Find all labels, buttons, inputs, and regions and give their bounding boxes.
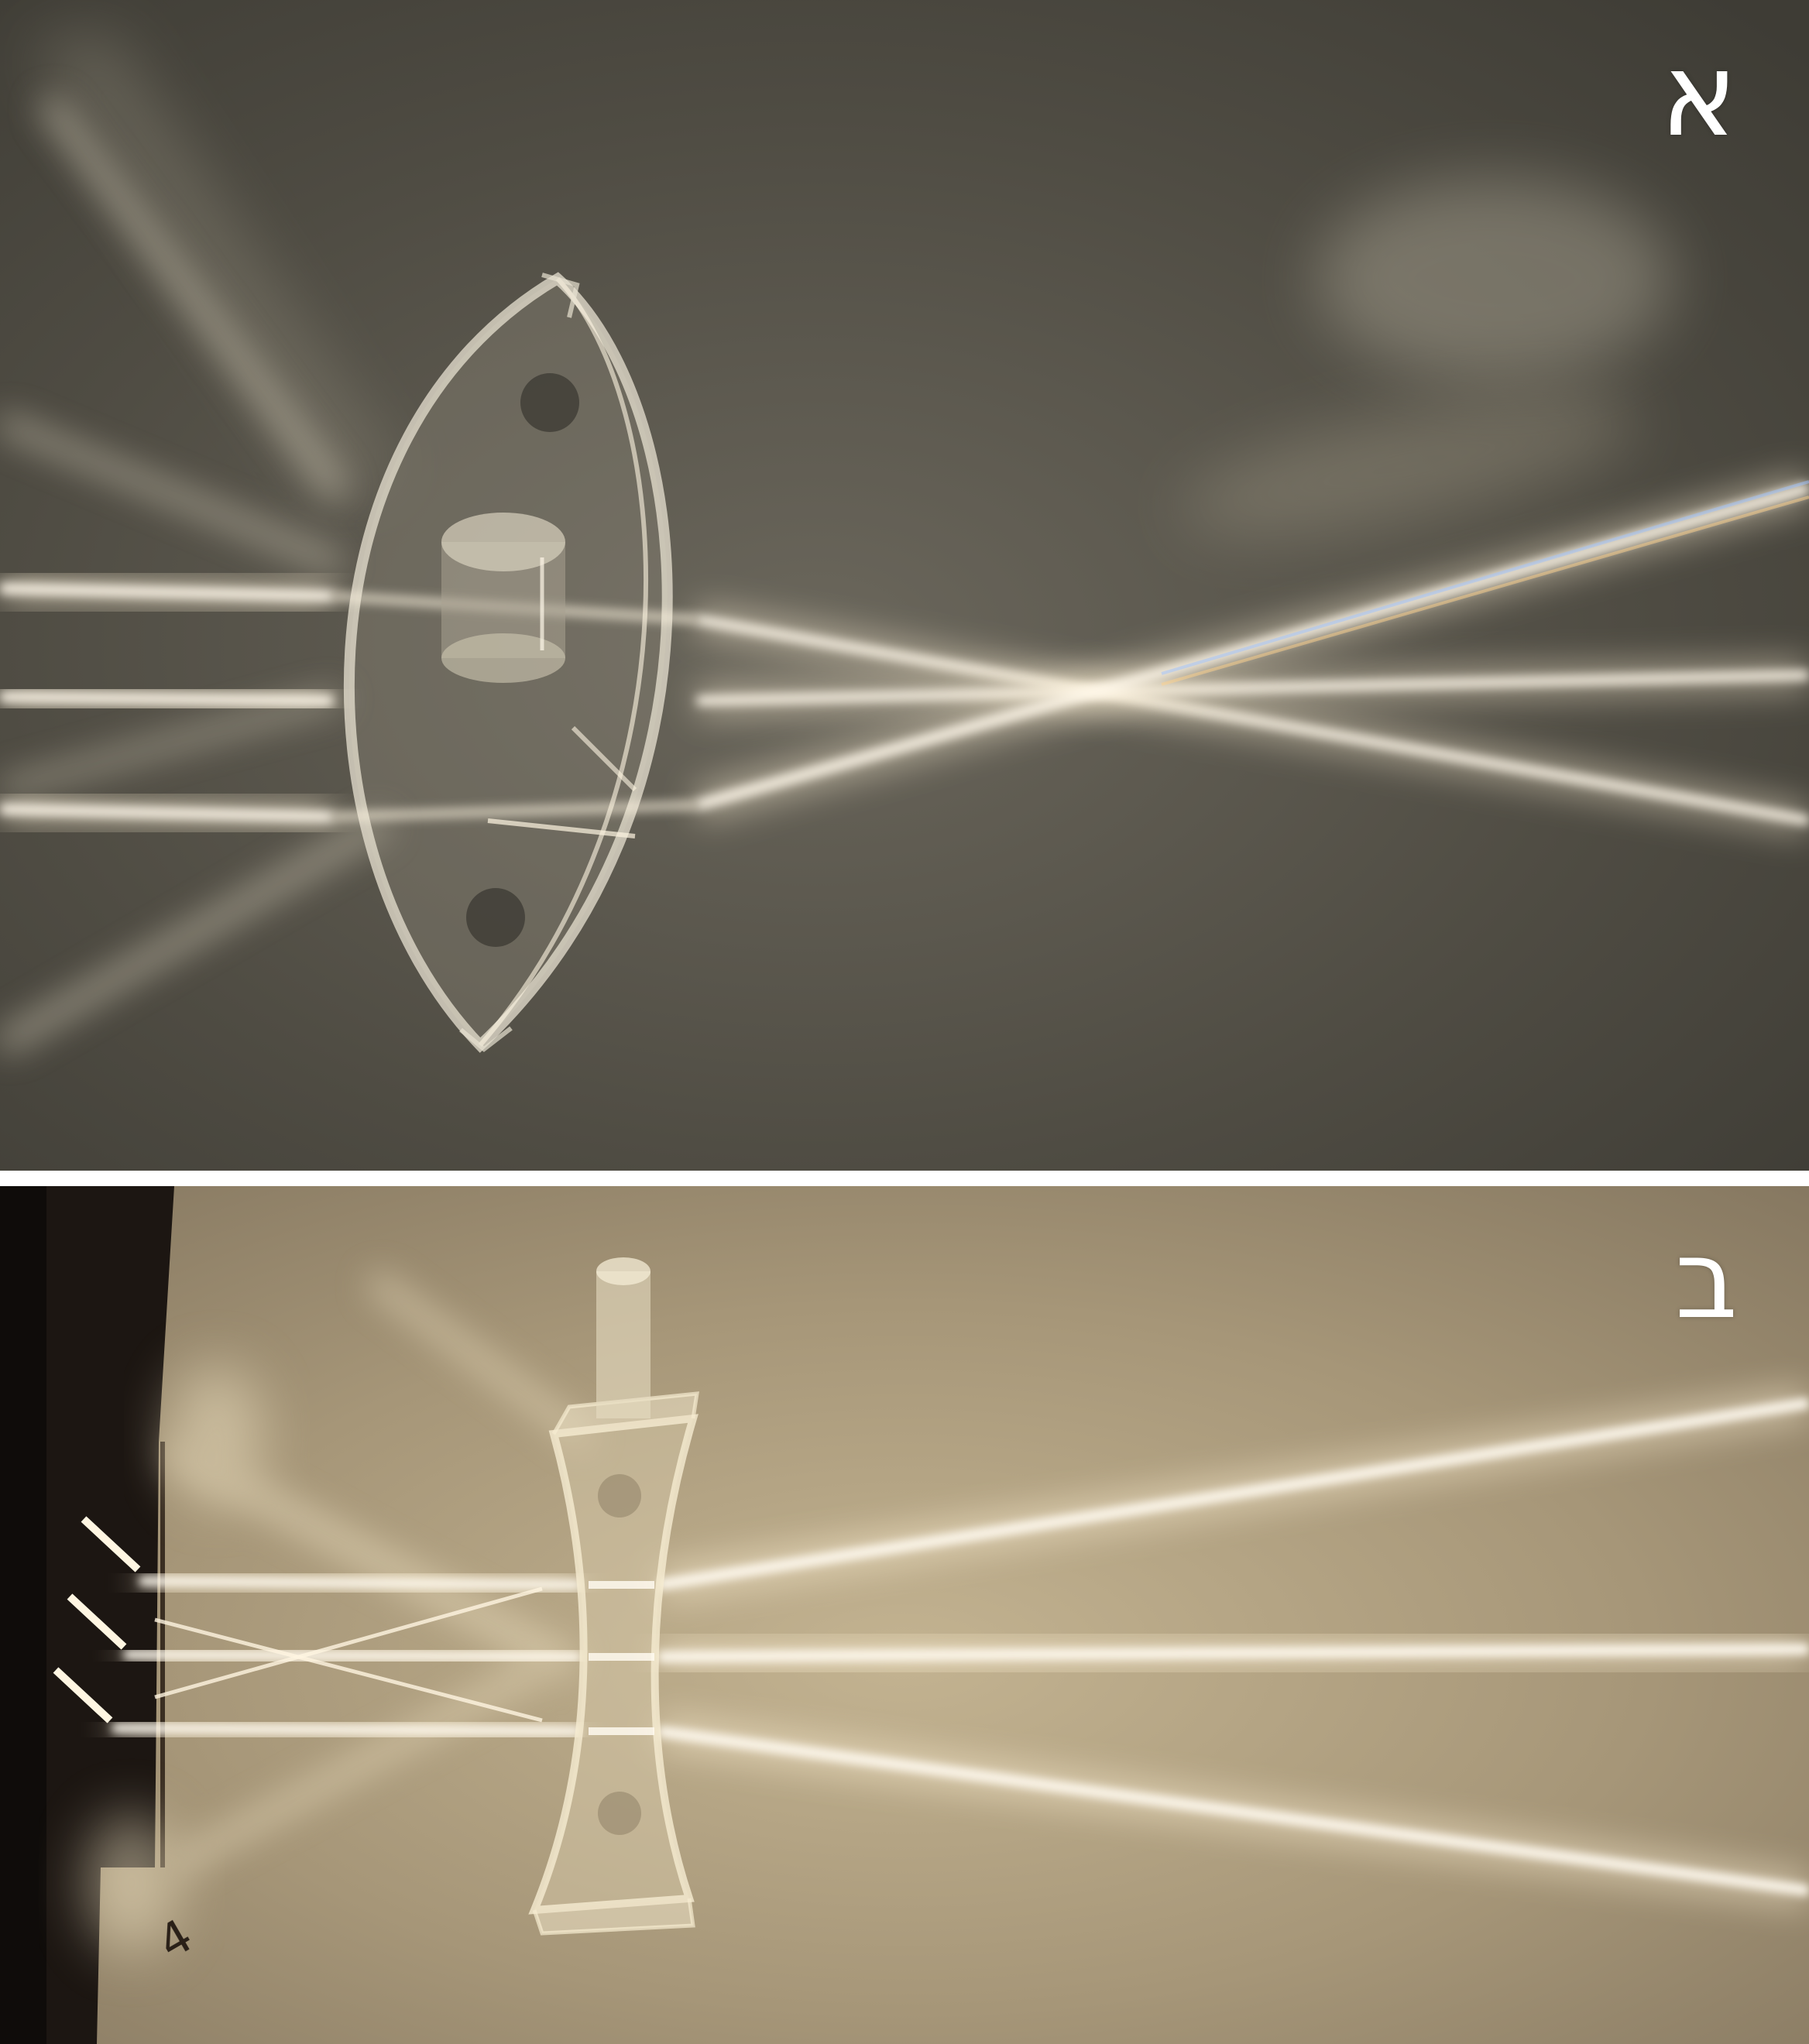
light-patch [1182,393,1637,537]
light-patch [1316,178,1673,379]
photo-panel-concave-lens: 4 ב [0,1186,1809,2044]
concave-lens-scene: 4 [0,1186,1809,2044]
refracted-beams [692,471,1809,836]
concave-lens [528,1391,699,1936]
lens-post [596,1257,650,1418]
incident-beams [0,573,334,832]
panel-label-alef: א [1660,28,1738,163]
incident-beams [112,1567,582,1745]
diverging-beams [655,1384,1809,1909]
light-slits [53,1516,141,1723]
light-wash [31,31,403,496]
convex-lens-scene [0,0,1809,1171]
lens-knob [441,513,565,683]
background [0,1186,1809,2044]
panel-label-bet: ב [1675,1217,1738,1343]
photo-panel-convex-lens: א [0,0,1809,1171]
stray-beams [85,1270,596,1953]
